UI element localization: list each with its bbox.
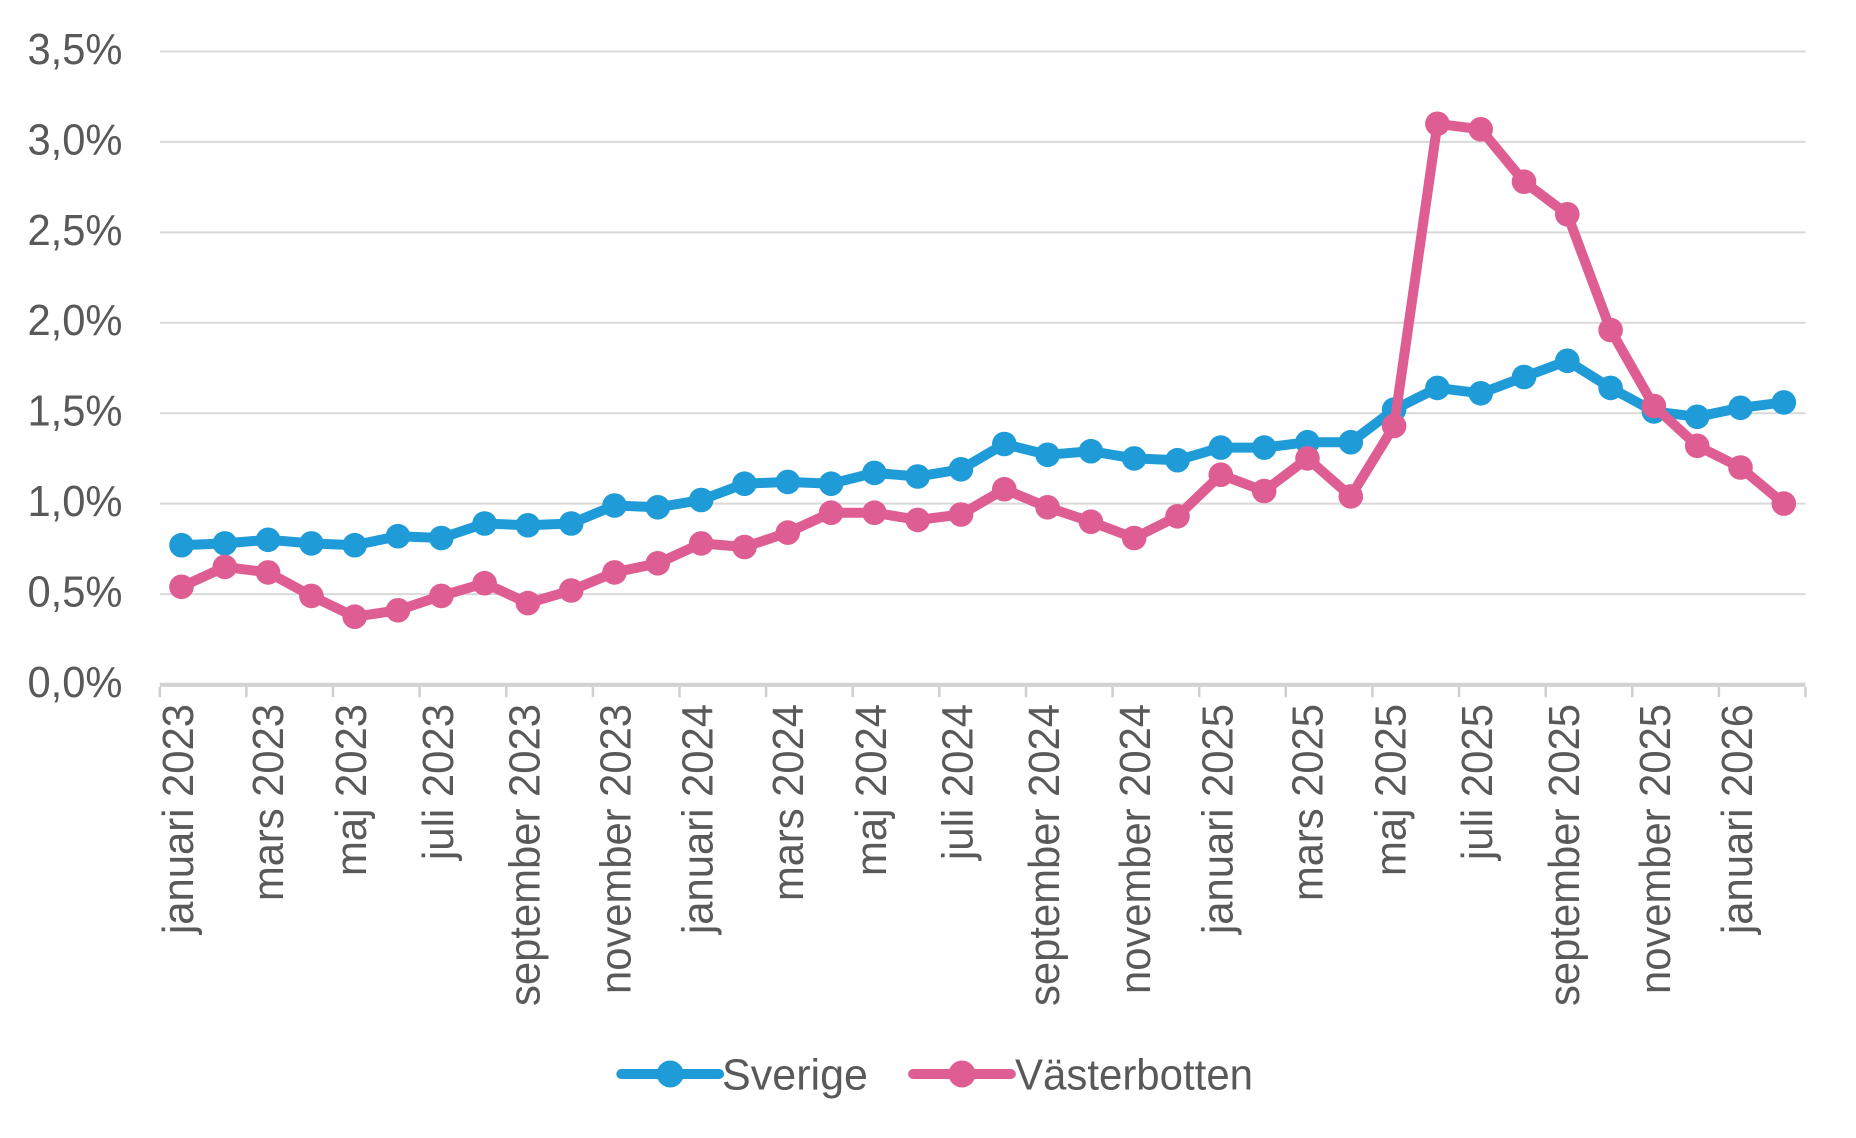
- svg-text:2,0%: 2,0%: [28, 296, 123, 345]
- svg-text:1,5%: 1,5%: [28, 387, 123, 436]
- svg-text:Sverige: Sverige: [722, 1051, 868, 1100]
- svg-text:november 2024: november 2024: [1111, 704, 1160, 994]
- svg-text:november 2023: november 2023: [592, 704, 641, 994]
- svg-text:juli 2023: juli 2023: [414, 704, 463, 862]
- svg-text:mars 2023: mars 2023: [244, 704, 293, 901]
- svg-text:november 2025: november 2025: [1631, 704, 1680, 994]
- svg-text:september 2023: september 2023: [500, 704, 549, 1006]
- svg-text:september 2025: september 2025: [1540, 704, 1589, 1006]
- svg-text:mars 2024: mars 2024: [764, 704, 813, 901]
- svg-text:0,0%: 0,0%: [28, 658, 123, 707]
- svg-text:3,0%: 3,0%: [28, 115, 123, 164]
- svg-text:januari 2024: januari 2024: [674, 704, 723, 936]
- svg-text:1,0%: 1,0%: [28, 477, 123, 526]
- svg-text:september 2024: september 2024: [1020, 704, 1069, 1006]
- svg-text:januari 2026: januari 2026: [1713, 704, 1762, 936]
- svg-text:Västerbotten: Västerbotten: [1015, 1051, 1253, 1100]
- svg-text:januari 2025: januari 2025: [1193, 704, 1242, 936]
- svg-text:juli 2025: juli 2025: [1453, 704, 1502, 862]
- svg-text:mars 2025: mars 2025: [1284, 704, 1333, 901]
- svg-text:maj 2025: maj 2025: [1367, 704, 1416, 876]
- svg-text:0,5%: 0,5%: [28, 568, 123, 617]
- svg-text:maj 2023: maj 2023: [327, 704, 376, 876]
- svg-text:3,5%: 3,5%: [28, 25, 123, 74]
- svg-text:2,5%: 2,5%: [28, 206, 123, 255]
- svg-text:juli 2024: juli 2024: [934, 704, 983, 862]
- svg-text:maj 2024: maj 2024: [847, 704, 896, 876]
- svg-text:januari 2023: januari 2023: [154, 704, 203, 936]
